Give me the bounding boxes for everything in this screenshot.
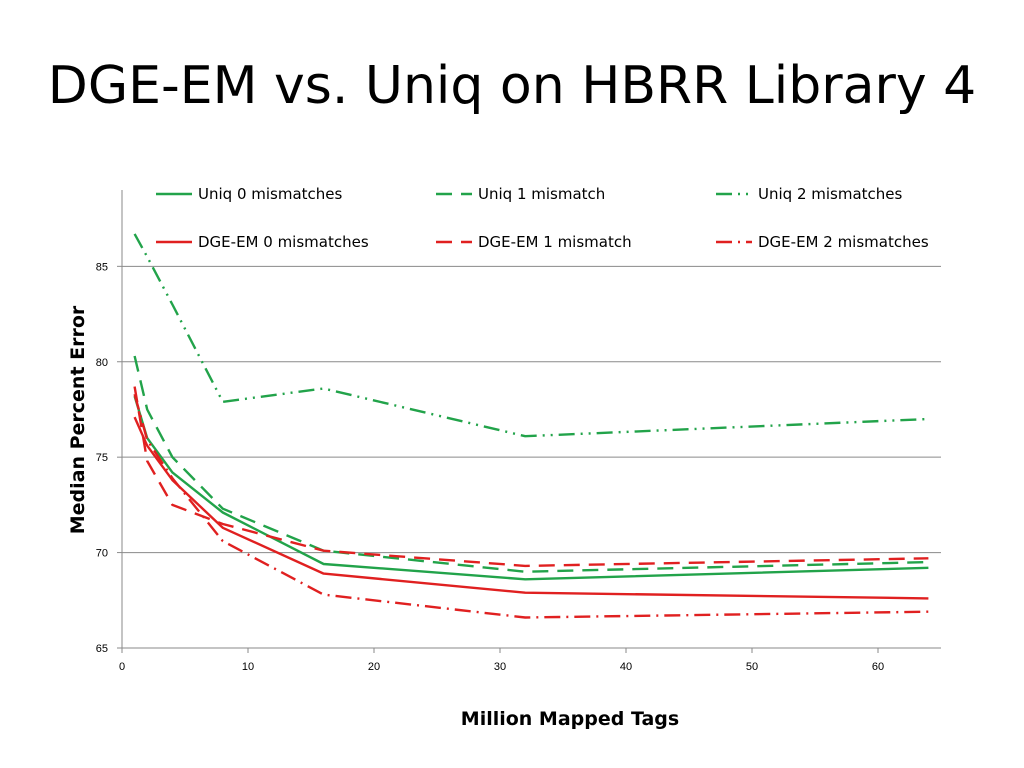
series-lines bbox=[133, 233, 929, 619]
y-tick-label: 75 bbox=[96, 452, 108, 464]
legend-label: Uniq 2 mismatches bbox=[758, 185, 903, 203]
legend-label: Uniq 0 mismatches bbox=[198, 185, 343, 203]
legend: Uniq 0 mismatches Uniq 1 mismatch Uniq 2 m… bbox=[156, 185, 929, 251]
legend-item: DGE-EM 0 mismatches bbox=[156, 233, 369, 251]
y-tick-label: 80 bbox=[96, 357, 108, 369]
series-line-3 bbox=[133, 233, 929, 438]
legend-label: DGE-EM 0 mismatches bbox=[198, 233, 369, 251]
series-line-2 bbox=[133, 355, 929, 573]
legend-label: Uniq 1 mismatch bbox=[478, 185, 605, 203]
x-tick-label: 50 bbox=[746, 661, 758, 673]
gridlines bbox=[122, 265, 941, 554]
series-line-6 bbox=[133, 393, 929, 619]
series-line-5 bbox=[133, 386, 929, 568]
axes: 65 70 75 80 85 0 10 20 30 40 50 60 bbox=[96, 190, 941, 673]
x-tick-label: 30 bbox=[494, 661, 506, 673]
x-axis-title: Million Mapped Tags bbox=[461, 708, 679, 730]
x-tick-label: 10 bbox=[242, 661, 254, 673]
legend-label: DGE-EM 1 mismatch bbox=[478, 233, 632, 251]
slide-title: DGE-EM vs. Uniq on HBRR Library 4 bbox=[47, 56, 977, 116]
x-tick-label: 20 bbox=[368, 661, 380, 673]
legend-item: Uniq 2 mismatches bbox=[716, 185, 903, 203]
y-tick-label: 70 bbox=[96, 548, 108, 560]
y-tick-label: 85 bbox=[96, 261, 108, 273]
x-tick-label: 0 bbox=[119, 661, 125, 673]
legend-item: Uniq 1 mismatch bbox=[436, 185, 605, 203]
series-line-4 bbox=[133, 416, 929, 600]
x-tick-label: 60 bbox=[872, 661, 884, 673]
legend-item: Uniq 0 mismatches bbox=[156, 185, 343, 203]
legend-label: DGE-EM 2 mismatches bbox=[758, 233, 929, 251]
legend-item: DGE-EM 2 mismatches bbox=[716, 233, 929, 251]
y-tick-label: 65 bbox=[96, 643, 108, 655]
legend-item: DGE-EM 1 mismatch bbox=[436, 233, 632, 251]
x-tick-label: 40 bbox=[620, 661, 632, 673]
y-axis-title: Median Percent Error bbox=[67, 305, 89, 534]
